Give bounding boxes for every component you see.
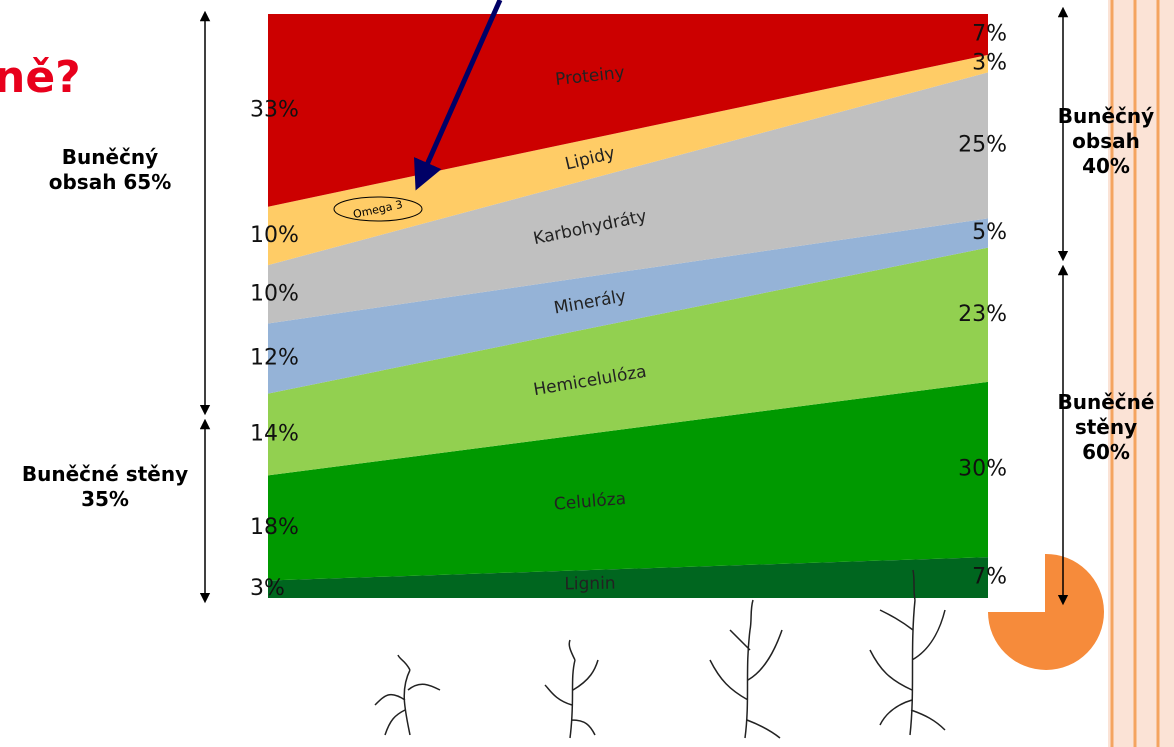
value-label: 5% — [972, 220, 1007, 245]
annotation: Buněčné stěny 60% — [1050, 390, 1162, 465]
plot-area: Lignin3%7%Celulóza18%30%Hemicelulóza14%2… — [250, 14, 1007, 601]
value-label: 14% — [250, 421, 299, 446]
value-label: 3% — [972, 51, 1007, 76]
value-label: 10% — [250, 223, 299, 248]
value-label: 23% — [958, 302, 1007, 327]
value-label: 7% — [972, 21, 1007, 46]
value-label: 18% — [250, 515, 299, 540]
chart: Lignin3%7%Celulóza18%30%Hemicelulóza14%2… — [0, 0, 1174, 747]
value-label: 33% — [250, 97, 299, 122]
value-label: 10% — [250, 281, 299, 306]
series-label: Lignin — [564, 574, 616, 595]
annotation: Buněčný obsah 40% — [1050, 104, 1162, 179]
value-label: 7% — [972, 565, 1007, 590]
slide: {"chart_data": {"type": "area", "stacked… — [0, 0, 1174, 747]
stage: Lignin3%7%Celulóza18%30%Hemicelulóza14%2… — [0, 0, 1174, 747]
annotation: Buněčné stěny 35% — [20, 462, 190, 512]
title: ně? — [0, 52, 81, 103]
value-label: 12% — [250, 346, 299, 371]
annotation: Buněčný obsah 65% — [25, 145, 195, 195]
value-label: 3% — [250, 576, 285, 601]
value-label: 25% — [958, 132, 1007, 157]
value-label: 30% — [958, 457, 1007, 482]
